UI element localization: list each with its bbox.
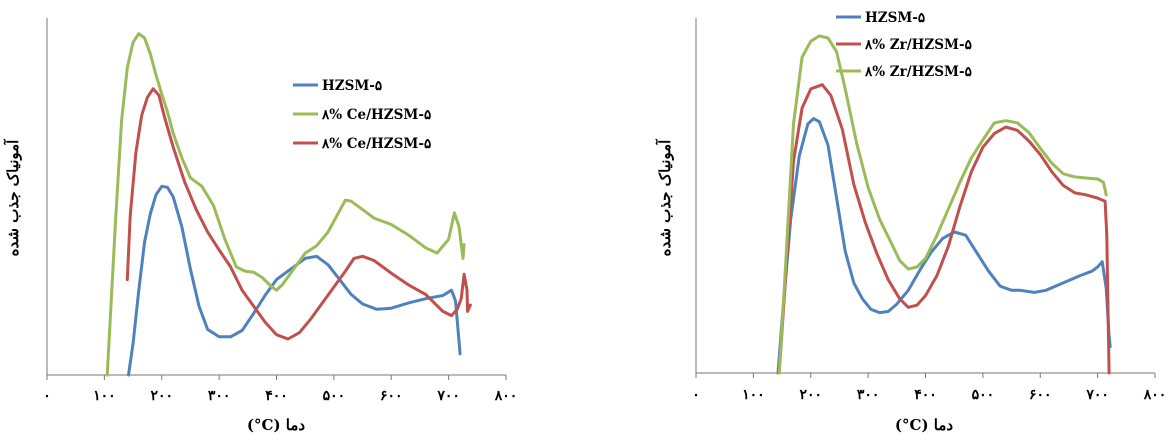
legend-entry: ۸% Ce/HZSM-۵	[321, 136, 432, 152]
chart-zr: ۰ ۱۰۰ ۲۰۰ ۳۰۰ ۴۰۰ ۵۰۰ ۶۰۰ ۷۰۰ ۸۰۰ (°C) دما آمونیاک…	[655, 10, 1166, 434]
series-line-1	[776, 117, 1112, 375]
x-tick-label: ۴۰۰	[265, 388, 288, 404]
x-tick-label: ۰	[692, 387, 700, 403]
series-line-2	[105, 32, 466, 377]
x-tick-label: ۶۰۰	[1029, 387, 1052, 403]
x-tick-label: ۱۰۰	[742, 387, 765, 403]
x-tick-label: ۴۰۰	[914, 387, 937, 403]
series-line-3	[125, 87, 472, 341]
x-tick-label: ۵۰۰	[323, 388, 346, 404]
x-tick-label: ۳۰۰	[857, 387, 880, 403]
x-axis-title: (°C) دما	[247, 416, 305, 434]
x-tick-label: ۲۰۰	[799, 387, 822, 403]
x-tick-label: ۸۰۰	[1143, 387, 1167, 403]
x-tick-label: ۳۰۰	[208, 388, 231, 404]
x-tick-label: ۶۰۰	[380, 388, 403, 404]
x-tick-label: ۰	[43, 388, 51, 404]
legend-entry: ۸% Zr/HZSM-۵	[864, 64, 973, 80]
x-tick-label: ۵۰۰	[972, 387, 995, 403]
x-tick-label: ۸۰۰	[494, 388, 518, 404]
x-tick-label: ۷۰۰	[1085, 387, 1109, 403]
series-line-3	[777, 34, 1108, 375]
series-line-1	[127, 184, 462, 377]
legend-entry: HZSM-۵	[865, 10, 926, 26]
y-axis-title: آمونیاک جذب شده	[655, 138, 674, 256]
x-tick-label: ۱۰۰	[93, 388, 116, 404]
x-axis-title: (°C) دما	[895, 416, 953, 434]
legend-entry: ۸% Zr/HZSM-۵	[864, 37, 973, 53]
legend-entry: ۸% Ce/HZSM-۵	[321, 107, 432, 123]
series-line-2	[777, 83, 1111, 375]
chart-ce: ۰ ۱۰۰ ۲۰۰ ۳۰۰ ۴۰۰ ۵۰۰ ۶۰۰ ۷۰۰ ۸۰۰ (°C) دما آمونیاک…	[3, 18, 517, 434]
y-axis-title: آمونیاک جذب شده	[3, 138, 22, 256]
x-tick-label: ۲۰۰	[150, 388, 173, 404]
x-tick-label: ۷۰۰	[436, 388, 460, 404]
legend-entry: HZSM-۵	[322, 78, 383, 94]
